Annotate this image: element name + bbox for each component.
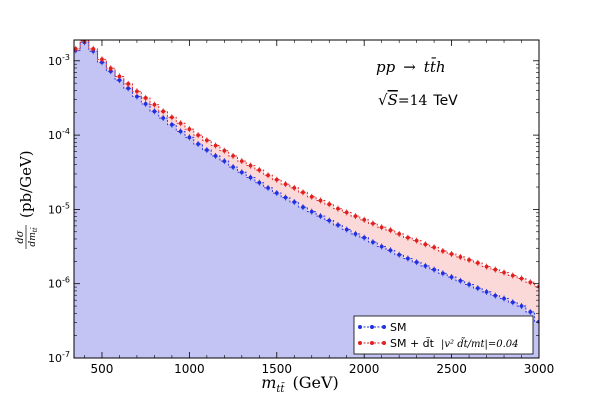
legend-sm-marker [358,325,362,329]
legend-dt-marker [382,341,386,345]
y-tick-label: 10-3 [48,53,70,68]
y-tick-label: 10-5 [48,201,70,216]
y-axis-label: dσ dmtt̄ (pb/GeV) [15,150,39,249]
y-tick-label: 10-6 [48,276,70,291]
x-tick-label: 500 [91,362,114,376]
axis-ticks: 500 1000 1500 2000 2500 3000 10-7 10-6 10-5 10-4 1… [48,40,554,376]
legend-entry-dt: SM + d̃t |v² d̃t/mt|=0.04 [358,337,519,350]
y-label-unit: (pb/GeV) [17,150,35,218]
legend-entry-sm: SM [358,321,406,334]
x-tick-label: 2500 [436,362,467,376]
legend-dt-marker [370,341,374,345]
plot-marks [74,40,539,358]
process-annotation: pp → tt̄h [376,58,446,76]
y-label-numerator: dσ [15,229,26,243]
legend-dt-marker [358,341,362,345]
legend-sm-marker [382,325,386,329]
legend-box [353,315,534,355]
x-axis-label: mtt̄ (GeV) [261,373,339,395]
band-fill [74,40,539,322]
sm-line [74,41,539,323]
sm-area-fill [74,42,539,358]
legend-sm-label: SM [390,321,406,334]
plot-frame [73,39,540,359]
x-tick-label: 1500 [262,362,293,376]
y-tick-label: 10-4 [48,127,70,142]
legend-sm-marker [370,325,374,329]
y-label-denominator: dmtt̄ [28,227,39,247]
y-tick-label: 10-7 [48,350,70,365]
energy-annotation: √S=14 TeV [378,91,458,109]
x-tick-label: 1000 [174,362,205,376]
x-tick-label: 2000 [349,362,380,376]
x-tick-label: 3000 [524,362,555,376]
legend-dt-label: SM + d̃t |v² d̃t/mt|=0.04 [390,337,519,350]
legend: SM SM + d̃t |v² d̃t/mt|=0.04 [353,315,534,355]
